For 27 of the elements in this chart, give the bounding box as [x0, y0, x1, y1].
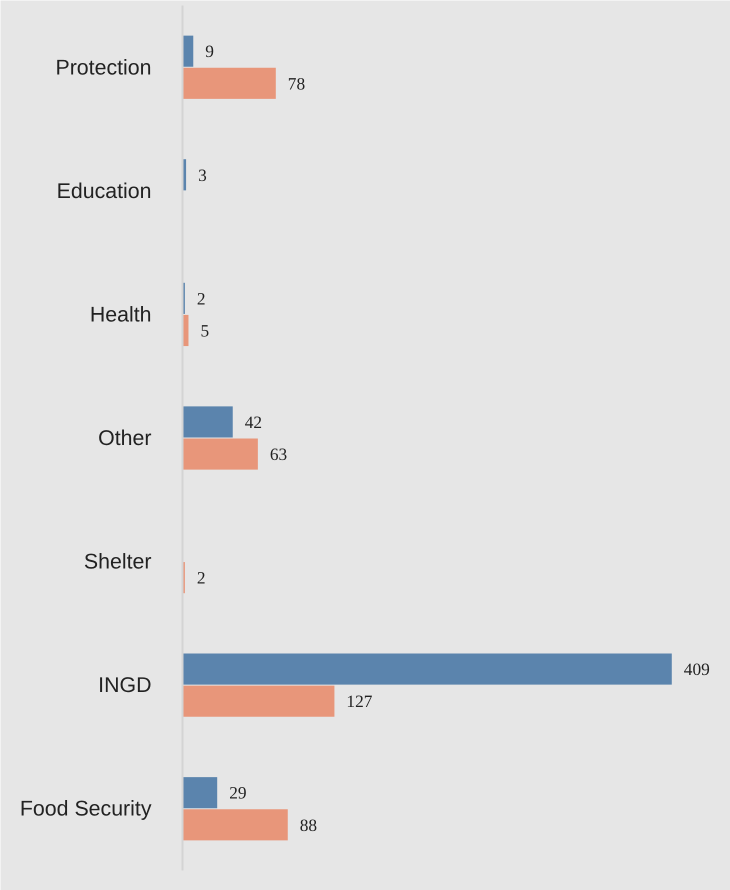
bar [182, 438, 258, 470]
bar [182, 406, 233, 438]
y-tick-label: Protection [55, 55, 152, 80]
data-label: 78 [288, 74, 306, 94]
y-tick-label: Food Security [20, 796, 152, 821]
data-label: 3 [198, 166, 207, 185]
bar [182, 36, 194, 67]
bar [182, 809, 288, 840]
data-label: 127 [346, 692, 373, 712]
bar [182, 777, 218, 808]
y-tick-label: Other [98, 426, 152, 450]
bar [182, 653, 672, 685]
data-label: 42 [244, 412, 262, 432]
data-label: 2 [196, 289, 206, 308]
bar [182, 68, 276, 99]
data-label: 29 [229, 784, 247, 803]
data-label: 409 [684, 660, 710, 680]
data-label: 63 [270, 445, 288, 464]
data-label: 9 [205, 42, 214, 62]
y-tick-label: Health [90, 302, 152, 326]
bar [182, 686, 334, 717]
data-label: 2 [196, 568, 206, 588]
y-tick-label: INGD [98, 673, 152, 698]
y-tick-label: Shelter [84, 550, 152, 574]
y-tick-label: Education [56, 178, 152, 203]
data-label: 5 [200, 321, 210, 340]
data-label: 88 [300, 816, 318, 835]
